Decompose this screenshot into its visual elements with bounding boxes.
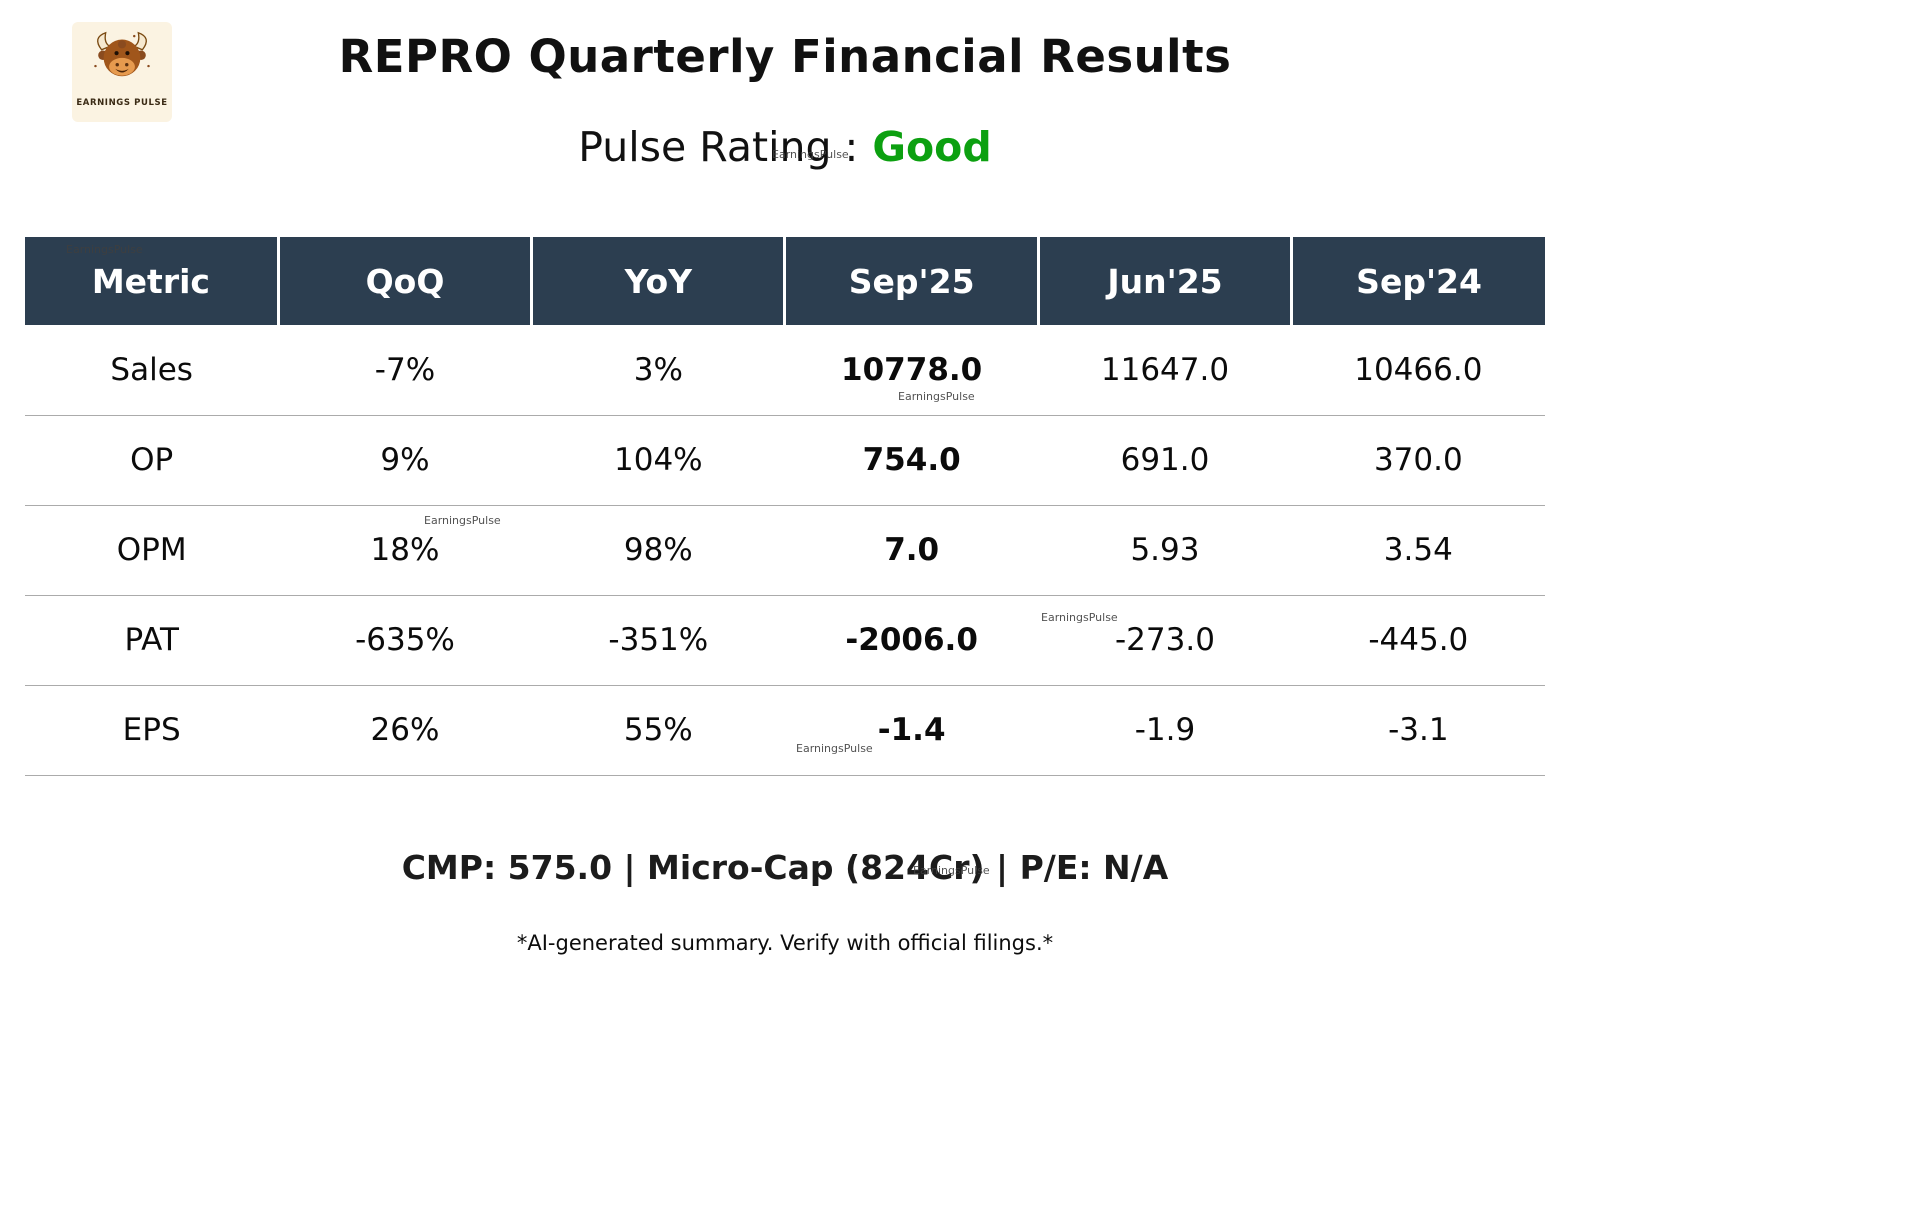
yoy-value: 3% bbox=[531, 325, 785, 416]
jun25-value: 5.93 bbox=[1038, 505, 1292, 596]
bull-icon bbox=[94, 31, 150, 77]
sep24-value: 370.0 bbox=[1291, 415, 1545, 506]
table-row: OP 9% 104% 754.0 691.0 370.0 bbox=[25, 415, 1545, 506]
metric-label: Sales bbox=[25, 325, 279, 416]
qoq-value: 18% bbox=[278, 505, 532, 596]
qoq-value: 9% bbox=[278, 415, 532, 506]
yoy-value: 55% bbox=[531, 685, 785, 776]
ai-disclaimer: *AI-generated summary. Verify with offic… bbox=[516, 930, 1054, 955]
jun25-value: -1.9 bbox=[1038, 685, 1292, 776]
col-qoq: QoQ bbox=[278, 237, 534, 325]
jun25-value: -273.0 bbox=[1038, 595, 1292, 686]
jun25-value: 11647.0 bbox=[1038, 325, 1292, 416]
table-row: Sales -7% 3% 10778.0 11647.0 10466.0 bbox=[25, 325, 1545, 416]
page-title: REPRO Quarterly Financial Results bbox=[338, 30, 1232, 83]
yoy-value: 98% bbox=[531, 505, 785, 596]
sep24-value: -3.1 bbox=[1291, 685, 1545, 776]
col-jun25: Jun'25 bbox=[1038, 237, 1294, 325]
header-row: Metric QoQ YoY Sep'25 Jun'25 Sep'24 bbox=[25, 237, 1545, 325]
qoq-value: -635% bbox=[278, 595, 532, 686]
earnings-pulse-logo: EARNINGS PULSE bbox=[72, 22, 172, 122]
qoq-value: -7% bbox=[278, 325, 532, 416]
sep25-value: 754.0 bbox=[784, 415, 1039, 506]
financial-results-table: Metric QoQ YoY Sep'25 Jun'25 Sep'24 Sale… bbox=[25, 237, 1545, 776]
brand-name: EARNINGS PULSE bbox=[76, 98, 168, 108]
sep25-value: 7.0 bbox=[784, 505, 1039, 596]
col-metric: Metric bbox=[25, 237, 280, 325]
sep24-value: 10466.0 bbox=[1291, 325, 1545, 416]
sep24-value: 3.54 bbox=[1291, 505, 1545, 596]
table-body: Sales -7% 3% 10778.0 11647.0 10466.0 OP … bbox=[25, 325, 1545, 776]
cmp-summary: CMP: 575.0 | Micro-Cap (824Cr) | P/E: N/… bbox=[401, 847, 1169, 887]
sep24-value: -445.0 bbox=[1291, 595, 1545, 686]
sep25-value: 10778.0 bbox=[784, 325, 1039, 416]
table-row: PAT -635% -351% -2006.0 -273.0 -445.0 bbox=[25, 595, 1545, 686]
qoq-value: 26% bbox=[278, 685, 532, 776]
col-yoy: YoY bbox=[531, 237, 787, 325]
pulse-rating-value: Good bbox=[872, 123, 992, 171]
metric-label: PAT bbox=[25, 595, 279, 686]
sep25-value: -2006.0 bbox=[784, 595, 1039, 686]
sep25-value: -1.4 bbox=[784, 685, 1039, 776]
pulse-rating-line: Pulse Rating : Good bbox=[0, 123, 1570, 171]
yoy-value: 104% bbox=[531, 415, 785, 506]
table-header: Metric QoQ YoY Sep'25 Jun'25 Sep'24 bbox=[25, 237, 1545, 325]
results-card: EARNINGS PULSE REPRO Quarterly Financial… bbox=[0, 22, 1570, 955]
metric-label: EPS bbox=[25, 685, 279, 776]
metric-label: OPM bbox=[25, 505, 279, 596]
jun25-value: 691.0 bbox=[1038, 415, 1292, 506]
table-row: EPS 26% 55% -1.4 -1.9 -3.1 bbox=[25, 685, 1545, 776]
pulse-rating-label: Pulse Rating : bbox=[578, 123, 859, 171]
metric-label: OP bbox=[25, 415, 279, 506]
yoy-value: -351% bbox=[531, 595, 785, 686]
table-row: OPM 18% 98% 7.0 5.93 3.54 bbox=[25, 505, 1545, 596]
col-sep25: Sep'25 bbox=[784, 237, 1040, 325]
col-sep24: Sep'24 bbox=[1291, 237, 1545, 325]
